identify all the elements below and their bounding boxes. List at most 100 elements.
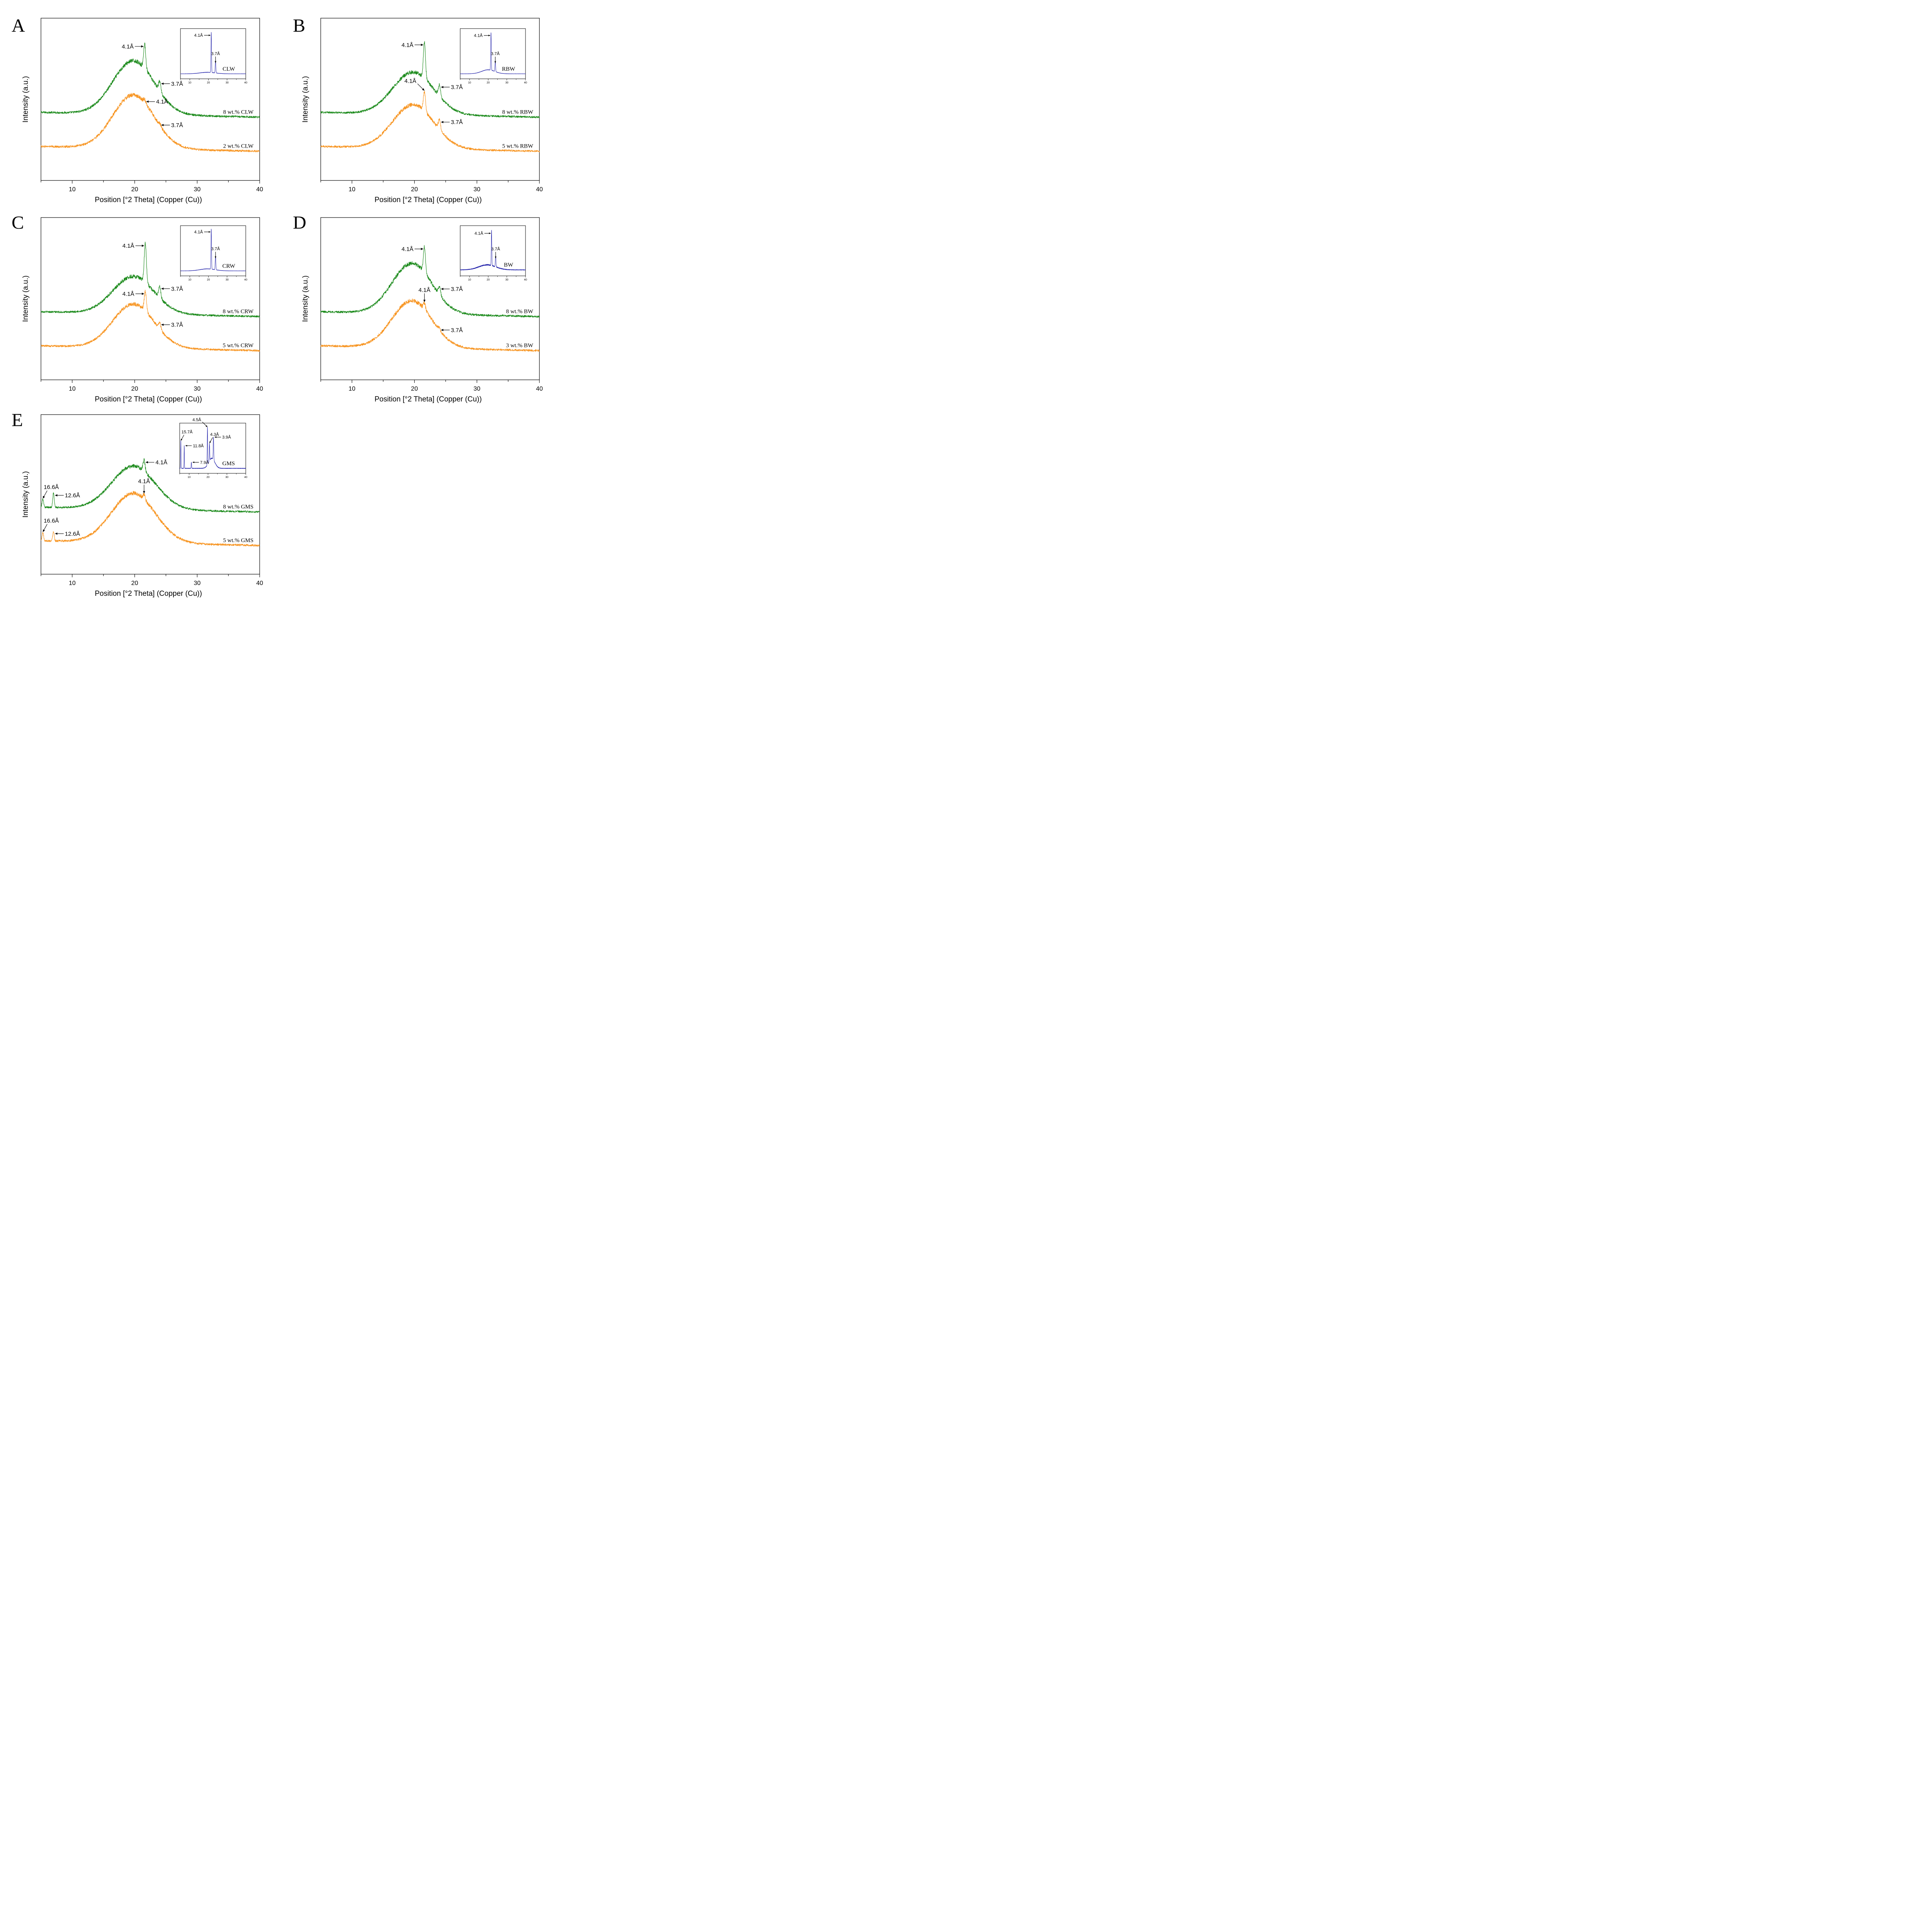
x-tick-label: 20 [411, 186, 418, 193]
inset-peak-label: 4.1Å [194, 230, 203, 235]
inset-series-line-blue [180, 229, 246, 271]
peak-arrowhead [141, 245, 145, 247]
inset-sample-name: GMS [222, 461, 235, 467]
axes-frame [41, 18, 260, 181]
y-axis-label: Intensity (a.u.) [22, 471, 30, 517]
panel-E: E 10 20 30 40 Position [°2 Theta] (Copper (Cu… [12, 410, 263, 598]
inset-peak-arrowhead [206, 425, 207, 427]
inset-peak-arrowhead [209, 441, 211, 443]
inset-B: 10 20 30 40 RBW 4.1Å 3.7Å [460, 28, 527, 84]
y-axis-label: Intensity (a.u.) [22, 276, 30, 322]
x-tick-label: 30 [194, 386, 201, 392]
inset-x-tick-label: 10 [188, 82, 191, 84]
inset-x-tick-label: 40 [524, 82, 527, 84]
inset-x-tick-label: 10 [188, 476, 191, 479]
inset-peak-label: 3.9Å [222, 435, 231, 440]
inset-x-tick-label: 20 [206, 476, 209, 479]
peak-label: 3.7Å [171, 286, 183, 292]
axes-frame [320, 18, 540, 181]
peak-arrowhead [441, 86, 444, 88]
series-name-label: 5 wt.% GMS [223, 537, 253, 544]
inset-sample-name: CRW [222, 263, 235, 269]
peak-label: 4.1Å [401, 246, 413, 253]
peak-label: 12.6Å [65, 492, 80, 499]
peak-label: 3.7Å [171, 122, 183, 129]
inset-peak-label: 3.7Å [211, 51, 220, 56]
inset-x-tick-label: 20 [207, 82, 210, 84]
x-tick-label: 20 [411, 386, 418, 392]
inset-peak-label: 3.7Å [491, 247, 500, 252]
x-tick-label: 30 [473, 186, 480, 193]
inset-sample-name: RBW [502, 66, 515, 72]
x-tick-label: 10 [349, 386, 355, 392]
peak-label: 3.7Å [451, 286, 463, 293]
x-tick-label: 10 [69, 386, 76, 392]
inset-peak-label: 4.1Å [474, 33, 483, 38]
peak-arrowhead [421, 248, 423, 250]
peak-arrowhead [441, 121, 444, 123]
inset-peak-label: 4.3Å [210, 432, 219, 437]
inset-D: 10 20 30 40 BW 4.1Å 3.7Å [460, 225, 527, 281]
x-tick-label: 20 [131, 580, 138, 587]
inset-frame [180, 225, 246, 276]
series-line-green [320, 245, 540, 318]
peak-arrowhead [43, 496, 45, 498]
x-tick-label: 10 [349, 186, 355, 193]
panel-letter-D: D [293, 213, 306, 233]
series-line-orange [41, 491, 260, 547]
inset-E: 10 20 30 40 GMS 15.7Å 11.8Å 7.9Å 4.5Å 4.3Å3.9Å [179, 417, 247, 479]
series-line-green [320, 41, 540, 119]
x-axis-label: Position [°2 Theta] (Copper (Cu)) [95, 196, 202, 204]
x-tick-label: 40 [256, 386, 263, 392]
peak-label: 4.1Å [156, 99, 168, 105]
peak-label: 3.7Å [451, 119, 463, 126]
inset-peak-arrowhead [214, 436, 216, 438]
peak-label: 16.6Å [44, 484, 59, 491]
series-line-orange [320, 298, 540, 352]
inset-peak-label: 7.9Å [200, 460, 209, 465]
x-axis-label: Position [°2 Theta] (Copper (Cu)) [95, 590, 202, 598]
peak-label: 3.7Å [171, 322, 183, 328]
x-tick-label: 30 [473, 386, 480, 392]
inset-x-tick-label: 30 [225, 476, 228, 479]
inset-peak-arrowhead [489, 232, 491, 234]
panel-A: A 10 20 30 40 Position [°2 Theta] (Copper (Cu… [12, 15, 263, 204]
peak-arrowhead [55, 532, 58, 535]
xrd-figure: A 10 20 30 40 Position [°2 Theta] (Copper (Cu… [12, 15, 543, 598]
inset-x-tick-label: 30 [505, 82, 509, 84]
inset-frame [460, 225, 526, 276]
peak-label: 4.1Å [122, 43, 134, 50]
inset-x-tick-label: 10 [468, 279, 471, 281]
peak-arrowhead [422, 88, 425, 91]
series-name-label: 2 wt.% CLW [223, 143, 254, 149]
inset-peak-label: 4.1Å [474, 231, 483, 236]
x-tick-label: 30 [194, 580, 201, 587]
peak-arrowhead [141, 293, 145, 295]
peak-label: 3.7Å [451, 84, 463, 91]
inset-peak-arrowhead [214, 61, 216, 63]
peak-label: 4.1Å [401, 42, 413, 48]
series-line-orange [41, 93, 260, 153]
x-tick-label: 40 [256, 186, 263, 193]
inset-x-tick-label: 40 [244, 476, 247, 479]
peak-arrowhead [161, 124, 164, 126]
inset-peak-arrowhead [495, 256, 497, 259]
x-axis-label: Position [°2 Theta] (Copper (Cu)) [374, 395, 482, 403]
inset-x-tick-label: 30 [226, 279, 229, 281]
peak-label: 3.7Å [451, 327, 463, 333]
y-axis-label: Intensity (a.u.) [22, 76, 30, 122]
series-name-label: 3 wt.% BW [506, 343, 534, 349]
peak-arrowhead [161, 82, 164, 85]
inset-peak-arrowhead [209, 34, 211, 36]
inset-peak-arrowhead [488, 34, 490, 36]
inset-series-line-blue [179, 427, 246, 469]
inset-x-tick-label: 20 [487, 279, 490, 281]
peak-label: 16.6Å [44, 517, 59, 524]
x-tick-label: 40 [256, 580, 263, 587]
peak-arrowhead [55, 494, 58, 497]
inset-x-tick-label: 40 [244, 279, 247, 281]
peak-arrowhead [423, 299, 426, 302]
series-name-label: 8 wt.% CRW [223, 308, 253, 315]
series-line-green [41, 458, 260, 513]
y-axis-label: Intensity (a.u.) [301, 76, 310, 122]
